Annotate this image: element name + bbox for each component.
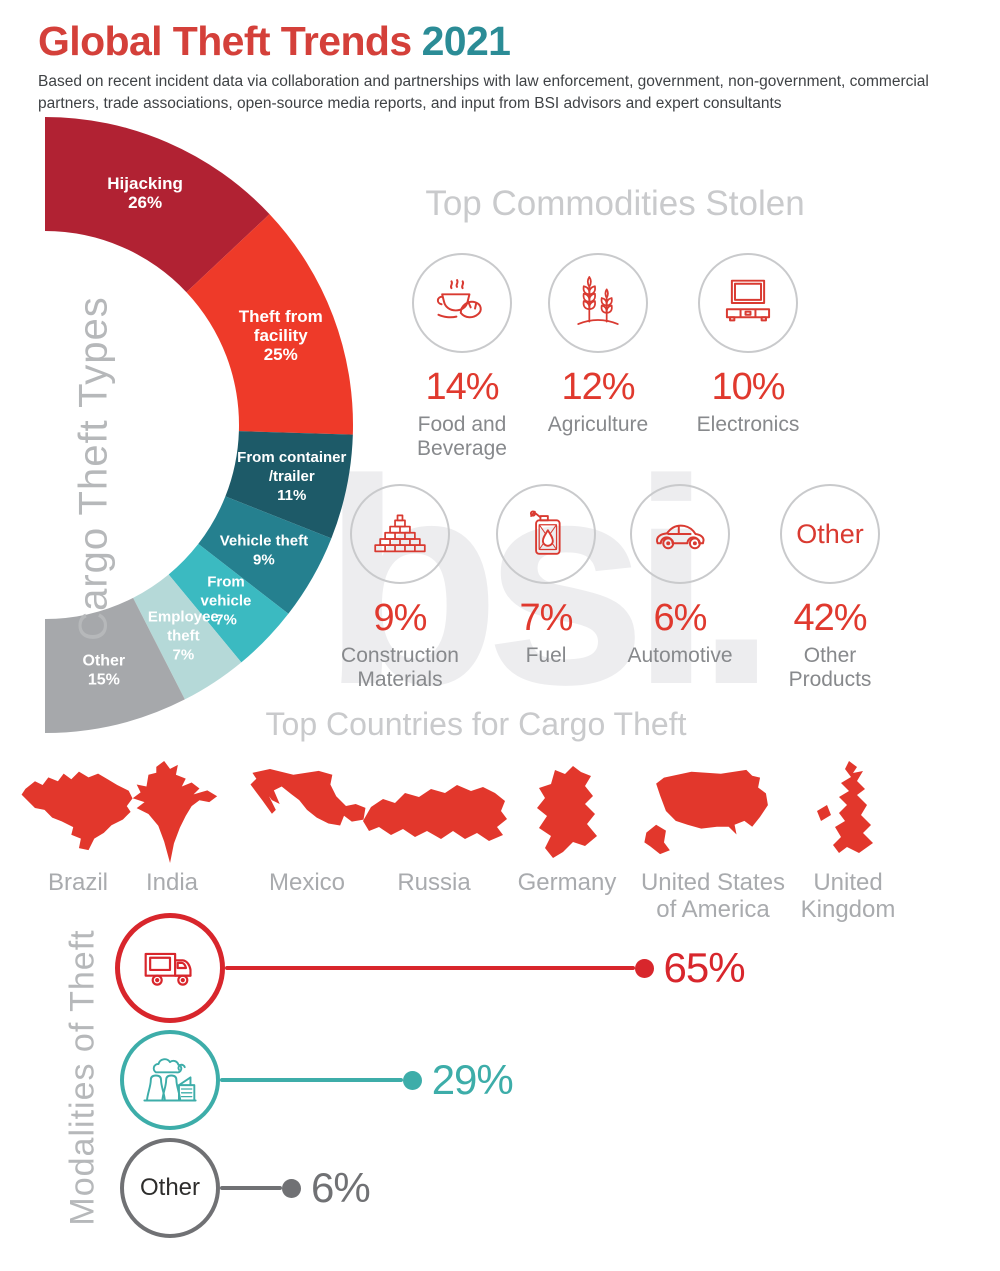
country-label-united-states-of-america: United States of America — [640, 869, 786, 923]
donut-segment-employee-theft — [133, 574, 242, 700]
commodity-circle — [548, 253, 648, 353]
country-item-germany — [527, 762, 607, 864]
modalities-of-theft-axis-label: Modalities of Theft — [63, 929, 102, 1226]
uk-map-icon — [810, 759, 886, 861]
page-title-main: Global Theft Trends — [38, 18, 412, 64]
commodity-percent: 14% — [425, 366, 499, 408]
donut-segment-from-vehicle — [168, 543, 289, 663]
india-map-icon — [124, 759, 220, 865]
electronics-icon — [717, 272, 779, 334]
modality-dot — [634, 958, 654, 978]
commodities-section-title: Top Commodities Stolen — [425, 184, 805, 223]
usa-map-icon — [639, 762, 787, 862]
modality-connector-line — [220, 1186, 282, 1190]
commodity-circle — [630, 484, 730, 584]
donut-segment-label-vehicle-theft: Vehicle theft 9% — [220, 532, 308, 568]
donut-segment-label-employee-theft: Employee theft 7% — [148, 609, 219, 664]
country-item-united-states-of-america — [639, 762, 787, 862]
cargo-theft-types-axis-label: Cargo Theft Types — [71, 296, 116, 641]
header: Global Theft Trends 2021 Based on recent … — [38, 18, 966, 114]
germany-map-icon — [527, 762, 607, 864]
commodity-label: Construction Materials — [341, 644, 459, 691]
country-label-russia: Russia — [397, 869, 471, 896]
country-item-united-kingdom — [810, 759, 886, 861]
commodity-circle — [412, 253, 512, 353]
commodity-circle-text: Other — [796, 518, 864, 549]
donut-segment-from-container-trailer — [225, 431, 353, 539]
country-label-germany: Germany — [517, 869, 617, 896]
commodity-item-automotive: 6% Automotive — [605, 484, 755, 668]
agriculture-icon — [567, 272, 629, 334]
country-label-united-kingdom: United Kingdom — [800, 869, 896, 923]
commodity-label: Electronics — [696, 413, 800, 436]
commodity-circle: Other — [780, 484, 880, 584]
truck-icon — [138, 936, 202, 1000]
modality-row-other: Other 6% — [120, 1138, 371, 1238]
modality-percent: 29% — [431, 1056, 514, 1103]
brazil-map-icon — [14, 764, 142, 852]
commodity-item-electronics: 10% Electronics — [673, 253, 823, 437]
donut-segment-vehicle-theft — [198, 496, 332, 614]
modality-row-truck: 65% — [115, 913, 746, 1023]
modality-dot — [402, 1070, 422, 1090]
modality-dot — [282, 1178, 301, 1198]
modality-circle — [120, 1030, 220, 1130]
country-item-india — [124, 759, 220, 865]
modality-circle — [115, 913, 225, 1023]
donut-segment-label-from-vehicle: From vehicle 7% — [201, 573, 252, 628]
commodity-circle — [496, 484, 596, 584]
modality-connector-line — [225, 966, 635, 970]
country-label-mexico: Mexico — [268, 869, 346, 896]
commodity-label: Automotive — [627, 644, 733, 667]
mexico-map-icon — [245, 767, 369, 843]
donut-segment-label-hijacking: Hijacking 26% — [107, 174, 183, 212]
commodity-percent: 42% — [793, 597, 867, 639]
food-beverage-icon — [431, 272, 493, 334]
commodity-label: Fuel — [525, 644, 567, 667]
commodity-percent: 12% — [561, 366, 635, 408]
countries-section-title: Top Countries for Cargo Theft — [265, 706, 687, 742]
country-item-brazil — [14, 764, 142, 852]
commodity-percent: 6% — [653, 597, 708, 639]
commodity-percent: 7% — [519, 597, 574, 639]
modality-percent: 6% — [311, 1164, 371, 1211]
page-title: Global Theft Trends 2021 — [38, 18, 966, 64]
commodity-item-food-and-beverage: 14% Food and Beverage — [387, 253, 537, 460]
automotive-icon — [649, 503, 711, 565]
commodity-label: Other Products — [788, 644, 872, 691]
donut-segment-label-other: Other 15% — [82, 653, 125, 689]
fuel-icon — [515, 503, 577, 565]
country-label-india: India — [145, 869, 199, 896]
donut-segment-label-theft-from-facility: Theft from facility 25% — [239, 307, 323, 364]
commodity-circle — [350, 484, 450, 584]
donut-segment-hijacking — [45, 117, 270, 293]
country-label-brazil: Brazil — [47, 869, 108, 896]
modality-percent: 65% — [663, 944, 746, 991]
page-subtitle: Based on recent incident data via collab… — [38, 73, 929, 112]
commodity-label: Food and Beverage — [417, 413, 507, 460]
modality-connector-line — [220, 1078, 403, 1082]
commodity-item-fuel: 7% Fuel — [471, 484, 621, 668]
russia-map-icon — [358, 779, 510, 859]
commodity-percent: 10% — [711, 366, 785, 408]
commodity-item-construction-materials: 9% Construction Materials — [325, 484, 475, 691]
construction-materials-icon — [369, 503, 431, 565]
donut-segment-other — [45, 597, 185, 733]
commodity-item-agriculture: 12% Agriculture — [523, 253, 673, 437]
modality-row-factory: 29% — [120, 1030, 514, 1130]
modality-circle: Other — [120, 1138, 220, 1238]
country-item-mexico — [245, 767, 369, 843]
commodity-label: Agriculture — [547, 413, 649, 436]
modality-circle-text: Other — [139, 1174, 201, 1201]
donut-segment-theft-from-facility — [186, 214, 354, 435]
factory-icon — [138, 1048, 202, 1112]
page-title-year: 2021 — [421, 18, 511, 64]
country-item-russia — [358, 779, 510, 859]
commodity-item-other-products: Other 42% Other Products — [755, 484, 905, 691]
commodity-circle — [698, 253, 798, 353]
commodity-percent: 9% — [373, 597, 428, 639]
donut-segment-label-from-container-trailer: From container/trailer 11% — [237, 449, 346, 504]
cargo-theft-types-donut-chart: Hijacking 26% Theft from facility 25% From co… — [45, 117, 354, 733]
